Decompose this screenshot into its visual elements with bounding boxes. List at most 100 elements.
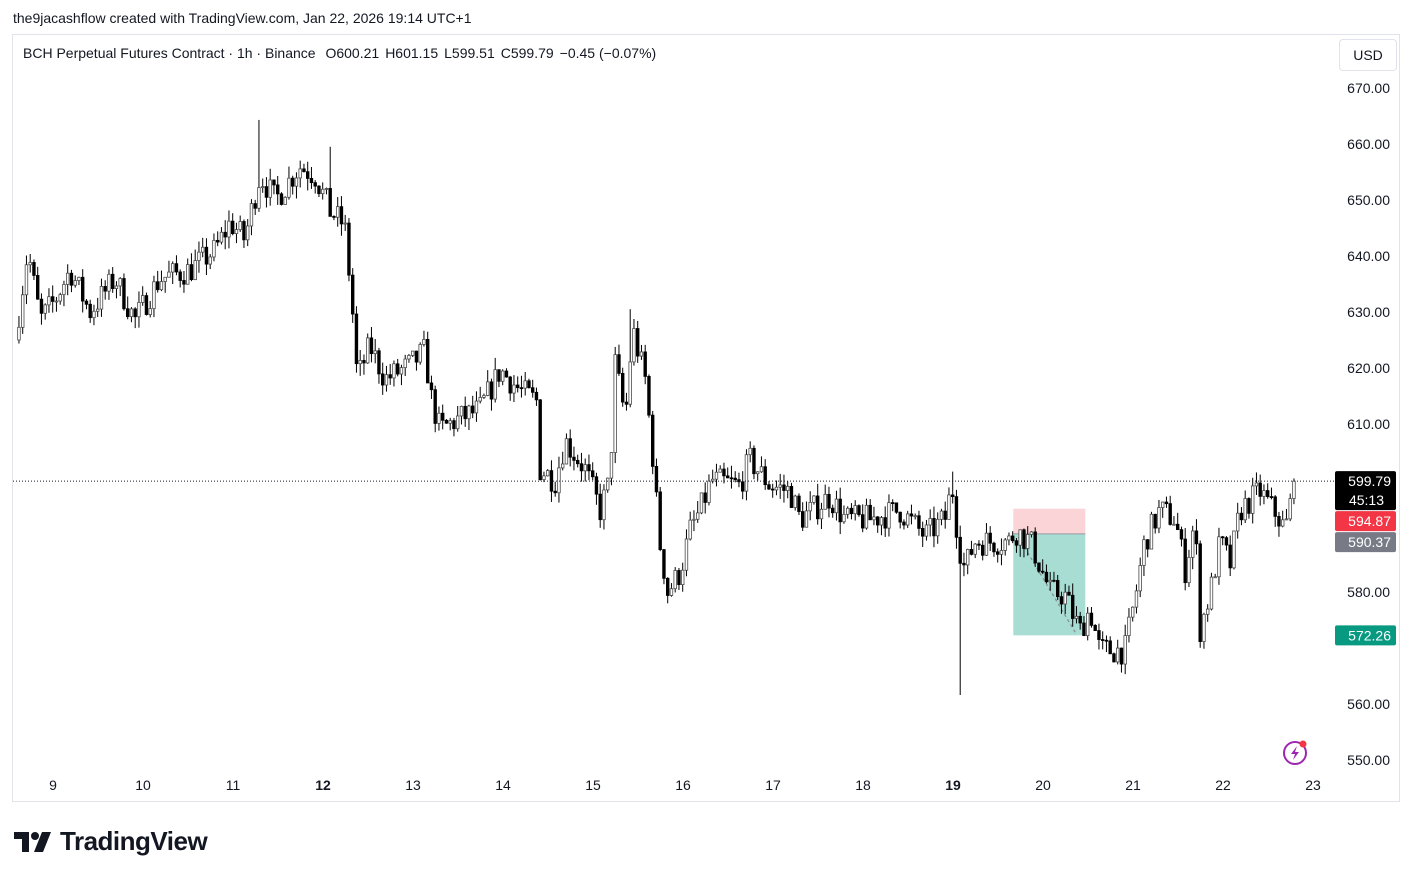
candle xyxy=(309,167,314,189)
candle xyxy=(227,210,231,249)
candle-body-down xyxy=(32,262,36,276)
candle xyxy=(122,273,126,311)
candle xyxy=(88,299,92,323)
candle xyxy=(733,471,737,483)
tradingview-logo[interactable]: TradingView xyxy=(14,826,208,857)
candle-body-down xyxy=(1059,596,1064,605)
candle xyxy=(275,176,280,205)
candle xyxy=(688,511,692,541)
candle xyxy=(996,548,1000,563)
candle-body-up xyxy=(1131,606,1135,618)
candle-body-up xyxy=(718,468,722,473)
candle xyxy=(883,506,887,537)
candle-body-up xyxy=(140,295,145,303)
candle-body-up xyxy=(418,344,422,363)
candle xyxy=(204,238,209,275)
candle-body-up xyxy=(628,361,632,405)
candle-body-down xyxy=(279,193,284,205)
candle xyxy=(602,484,606,530)
ohlc-high: H601.15 xyxy=(385,45,439,61)
candle-body-up xyxy=(846,507,850,515)
candle xyxy=(137,291,141,328)
candle xyxy=(1014,538,1019,553)
candle xyxy=(999,538,1004,566)
candle xyxy=(182,270,186,293)
candle-body-up xyxy=(219,231,224,243)
candle xyxy=(1097,623,1101,650)
candle xyxy=(133,307,137,329)
candle xyxy=(1194,519,1199,555)
candle xyxy=(1119,647,1124,673)
candle-body-down xyxy=(636,328,640,357)
entry-price-label: 590.37 xyxy=(1348,534,1391,550)
candle xyxy=(118,277,122,297)
symbol-title[interactable]: BCH Perpetual Futures Contract · 1h · Bi… xyxy=(23,45,316,61)
candle xyxy=(553,481,557,497)
candle-body-down xyxy=(1194,530,1199,545)
candle xyxy=(111,267,115,293)
candle xyxy=(624,392,629,411)
price-tick-label: 560.00 xyxy=(1347,696,1390,712)
candle-body-down xyxy=(189,264,194,281)
candle-body-up xyxy=(786,485,790,491)
position-tool[interactable] xyxy=(1013,508,1086,636)
candle-body-up xyxy=(681,569,685,585)
price-tick-label: 630.00 xyxy=(1347,304,1390,320)
currency-button[interactable]: USD xyxy=(1339,39,1397,71)
price-tick-label: 670.00 xyxy=(1347,80,1390,96)
candle xyxy=(748,441,752,463)
candle xyxy=(1033,527,1037,567)
candle-body-up xyxy=(759,466,764,473)
candle-body-down xyxy=(230,220,235,235)
candle-body-down xyxy=(290,177,295,187)
candle-body-down xyxy=(943,510,947,520)
candles xyxy=(17,119,1296,696)
candle xyxy=(902,519,906,530)
bar-countdown: 45:13 xyxy=(1349,492,1384,508)
candle xyxy=(801,502,805,531)
candle-body-up xyxy=(1232,530,1236,569)
lightning-bolt-icon[interactable] xyxy=(1282,738,1310,766)
candle xyxy=(497,369,501,388)
candle-body-up xyxy=(714,471,719,480)
time-axis[interactable]: 9 10 11 12 13 14 15 16 17 18 19 20 21 22 23 xyxy=(49,777,1321,793)
entry-price-label-box xyxy=(1335,532,1396,553)
candle xyxy=(39,293,44,325)
candle xyxy=(508,375,512,401)
candle xyxy=(857,504,861,517)
candle-body-up xyxy=(913,515,917,518)
candle xyxy=(212,233,216,262)
candle-body-down xyxy=(1067,591,1071,596)
candle xyxy=(816,483,820,525)
candle xyxy=(594,472,599,505)
candle xyxy=(639,344,644,360)
price-axis[interactable]: 670.00 660.00 650.00 640.00 630.00 620.00 610.… xyxy=(1347,80,1390,768)
candle xyxy=(954,489,959,549)
candle-body-down xyxy=(831,507,835,514)
candle-body-down xyxy=(891,502,895,505)
candle xyxy=(834,490,839,521)
candle-body-up xyxy=(28,262,32,266)
candle-body-up xyxy=(260,186,265,189)
candle-body-up xyxy=(298,168,302,179)
candle-body-down xyxy=(958,536,962,564)
candle-body-down xyxy=(894,502,899,513)
candle xyxy=(380,362,385,395)
candle-body-up xyxy=(778,484,782,488)
candle-body-up xyxy=(1134,590,1139,608)
candle xyxy=(587,454,591,481)
candle-body-down xyxy=(1146,539,1150,550)
candle-body-up xyxy=(606,477,610,491)
candle xyxy=(500,369,505,386)
candle-body-down xyxy=(868,504,872,521)
candle-body-down xyxy=(1041,570,1045,573)
candle-body-up xyxy=(152,281,156,310)
candle-body-up xyxy=(500,370,505,382)
candle xyxy=(1086,607,1090,641)
candle xyxy=(268,168,272,206)
candle xyxy=(651,411,655,475)
candle-body-up xyxy=(1191,530,1195,558)
candle xyxy=(531,379,535,398)
candle xyxy=(43,303,47,320)
